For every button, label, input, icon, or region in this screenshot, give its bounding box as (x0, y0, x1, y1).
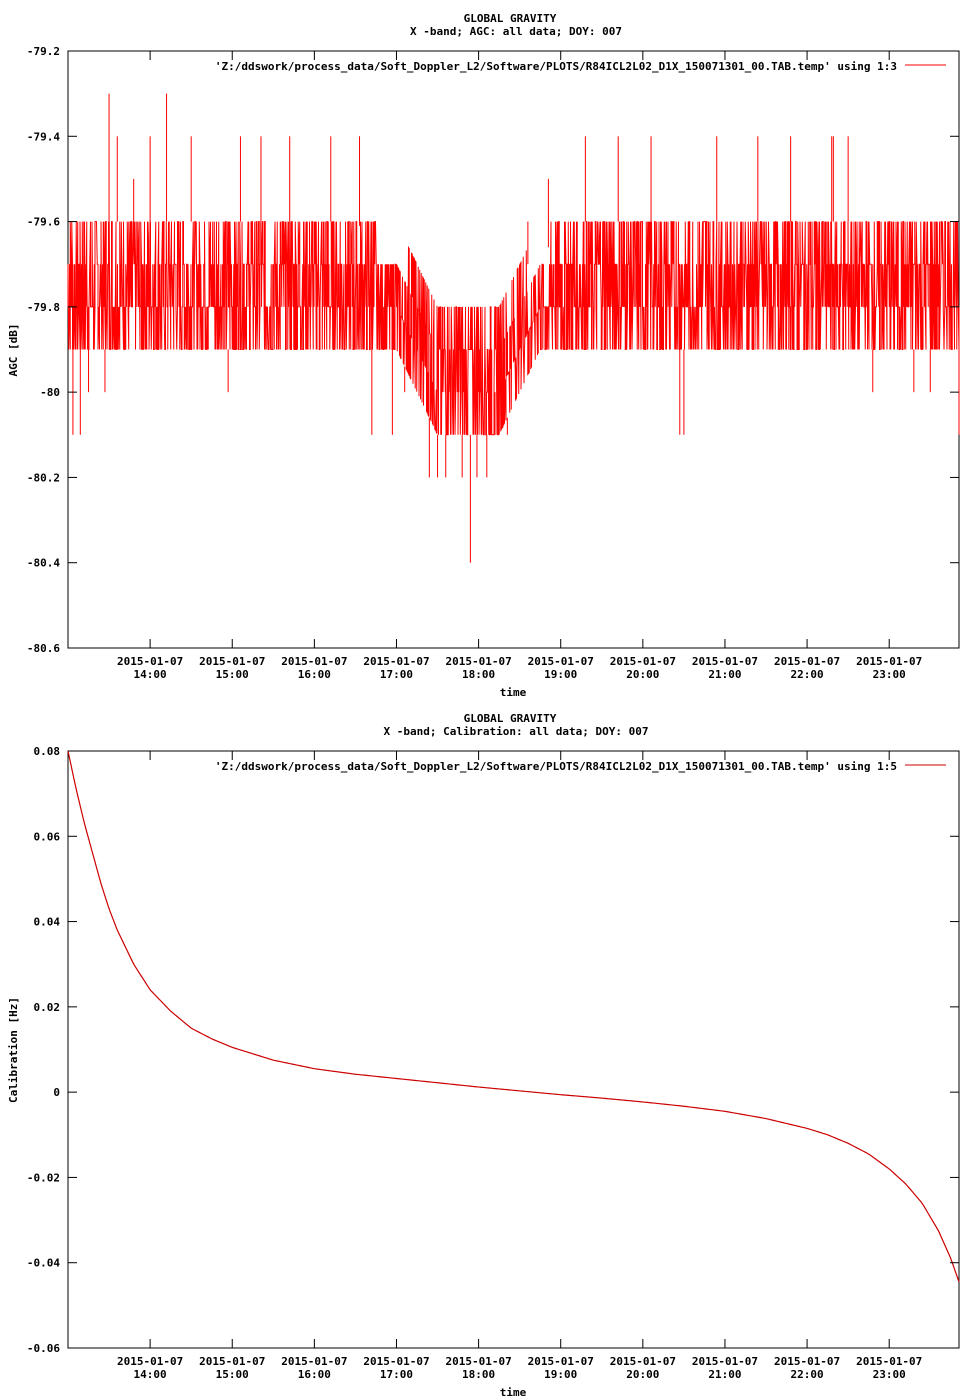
x-tick-time-label: 17:00 (380, 668, 413, 681)
agc-chart-subtitle: X -band; AGC: all data; DOY: 007 (410, 25, 622, 38)
agc-x-axis-label: time (500, 686, 527, 699)
x-tick-date-label: 2015-01-07 (692, 655, 758, 668)
calibration-legend-label: 'Z:/ddswork/process_data/Soft_Doppler_L2… (215, 760, 897, 773)
y-tick-label: -79.4 (27, 130, 60, 143)
x-tick-time-label: 21:00 (708, 1368, 741, 1381)
calibration-chart: GLOBAL GRAVITY X -band; Calibration: all… (7, 712, 960, 1399)
x-tick-time-label: 20:00 (626, 668, 659, 681)
x-tick-date-label: 2015-01-07 (528, 655, 594, 668)
x-tick-time-label: 21:00 (708, 668, 741, 681)
x-tick-time-label: 22:00 (791, 668, 824, 681)
y-tick-label: 0.06 (34, 830, 61, 843)
x-tick-time-label: 16:00 (298, 668, 331, 681)
x-tick-date-label: 2015-01-07 (199, 1355, 265, 1368)
x-tick-time-label: 19:00 (544, 1368, 577, 1381)
x-tick-date-label: 2015-01-07 (528, 1355, 594, 1368)
x-tick-time-label: 18:00 (462, 668, 495, 681)
x-tick-date-label: 2015-01-07 (774, 1355, 840, 1368)
y-tick-label: 0 (53, 1086, 60, 1099)
calibration-x-axis-label: time (500, 1386, 527, 1399)
x-tick-date-label: 2015-01-07 (774, 655, 840, 668)
calibration-chart-subtitle: X -band; Calibration: all data; DOY: 007 (384, 725, 649, 738)
x-tick-date-label: 2015-01-07 (445, 1355, 511, 1368)
y-tick-label: -79.6 (27, 216, 60, 229)
x-tick-time-label: 17:00 (380, 1368, 413, 1381)
x-tick-date-label: 2015-01-07 (281, 655, 347, 668)
x-tick-time-label: 14:00 (134, 1368, 167, 1381)
calibration-data-layer (67, 750, 960, 1283)
x-tick-date-label: 2015-01-07 (856, 655, 922, 668)
agc-y-axis: -80.6 -80.4 -80.2 -80 -79.8 -79.6 -79.4 -79.2 (27, 45, 959, 655)
y-tick-label: -79.8 (27, 301, 60, 314)
x-tick-date-label: 2015-01-07 (445, 655, 511, 668)
x-tick-time-label: 23:00 (873, 1368, 906, 1381)
x-tick-time-label: 14:00 (134, 668, 167, 681)
agc-legend-label: 'Z:/ddswork/process_data/Soft_Doppler_L2… (215, 60, 897, 73)
y-tick-label: 0.02 (34, 1001, 61, 1014)
x-tick-date-label: 2015-01-07 (856, 1355, 922, 1368)
y-tick-label: -80.2 (27, 471, 60, 484)
y-tick-label: -0.04 (27, 1257, 60, 1270)
x-tick-date-label: 2015-01-07 (610, 1355, 676, 1368)
calibration-plot-frame (67, 750, 960, 1349)
x-tick-date-label: 2015-01-07 (281, 1355, 347, 1368)
agc-series-line (67, 221, 960, 436)
calibration-series-line (67, 750, 960, 1283)
calibration-chart-title: GLOBAL GRAVITY (464, 712, 557, 725)
agc-x-axis: 2015-01-0714:002015-01-0715:002015-01-07… (117, 51, 922, 681)
agc-chart: GLOBAL GRAVITY X -band; AGC: all data; D… (7, 12, 960, 699)
x-tick-time-label: 20:00 (626, 1368, 659, 1381)
x-tick-time-label: 23:00 (873, 668, 906, 681)
x-tick-time-label: 22:00 (791, 1368, 824, 1381)
agc-data-layer (67, 93, 960, 563)
y-tick-label: -0.02 (27, 1171, 60, 1184)
agc-y-axis-label: AGC [dB] (7, 324, 20, 377)
y-tick-label: -80.6 (27, 642, 60, 655)
agc-chart-title: GLOBAL GRAVITY (464, 12, 557, 25)
x-tick-time-label: 15:00 (216, 1368, 249, 1381)
y-tick-label: 0.04 (34, 916, 61, 929)
y-tick-label: 0.08 (34, 745, 61, 758)
y-tick-label: -79.2 (27, 45, 60, 58)
x-tick-date-label: 2015-01-07 (363, 1355, 429, 1368)
x-tick-time-label: 18:00 (462, 1368, 495, 1381)
calibration-y-axis-label: Calibration [Hz] (7, 997, 20, 1103)
y-tick-label: -80 (40, 386, 60, 399)
x-tick-date-label: 2015-01-07 (117, 1355, 183, 1368)
x-tick-date-label: 2015-01-07 (692, 1355, 758, 1368)
x-tick-time-label: 16:00 (298, 1368, 331, 1381)
x-tick-date-label: 2015-01-07 (117, 655, 183, 668)
y-tick-label: -0.06 (27, 1342, 60, 1355)
calibration-y-axis: -0.06 -0.04 -0.02 0 0.02 0.04 0.06 0.08 (27, 745, 959, 1355)
x-tick-date-label: 2015-01-07 (363, 655, 429, 668)
calibration-x-axis: 2015-01-0714:002015-01-0715:002015-01-07… (117, 751, 922, 1381)
x-tick-date-label: 2015-01-07 (199, 655, 265, 668)
x-tick-time-label: 19:00 (544, 668, 577, 681)
y-tick-label: -80.4 (27, 557, 60, 570)
x-tick-time-label: 15:00 (216, 668, 249, 681)
x-tick-date-label: 2015-01-07 (610, 655, 676, 668)
